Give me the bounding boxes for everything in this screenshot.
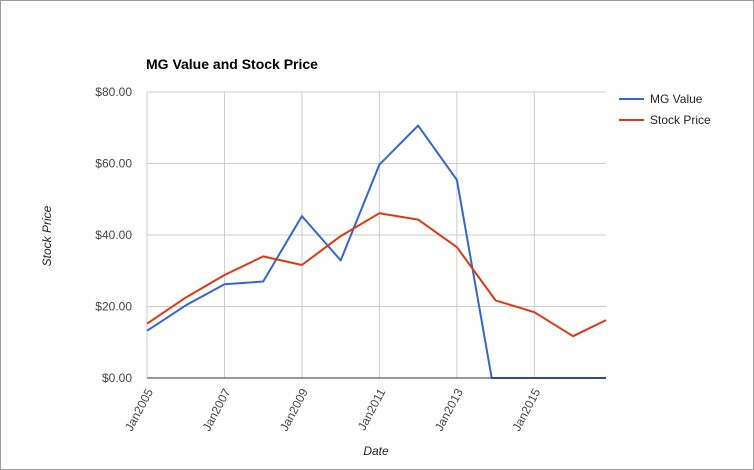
- y-axis-title: Stock Price: [40, 205, 54, 266]
- x-axis-ticks: Jan2005 Jan2007 Jan2009 Jan2011 Jan2013 Jan20…: [122, 386, 543, 434]
- x-tick-label: Jan2009: [277, 386, 311, 434]
- legend: MG Value Stock Price: [619, 92, 711, 127]
- series-lines: [146, 124, 607, 379]
- y-tick-label: $40.00: [95, 228, 132, 242]
- x-tick-label: Jan2007: [199, 386, 233, 434]
- legend-label: MG Value: [650, 92, 703, 106]
- y-axis-ticks: $0.00 $20.00 $40.00 $60.00 $80.00: [95, 85, 132, 385]
- x-tick-label: Jan2005: [122, 386, 156, 434]
- x-tick-label: Jan2013: [432, 386, 466, 434]
- y-tick-label: $60.00: [95, 157, 132, 171]
- chart-title: MG Value and Stock Price: [146, 56, 318, 72]
- y-tick-label: $80.00: [95, 85, 132, 99]
- x-tick-label: Jan2015: [509, 386, 543, 434]
- y-tick-label: $20.00: [95, 300, 132, 314]
- y-tick-label: $0.00: [102, 371, 132, 385]
- series-line-stock-price: [146, 212, 607, 338]
- series-line-mg-value: [146, 124, 606, 379]
- grid: [146, 91, 606, 378]
- legend-label: Stock Price: [650, 113, 711, 127]
- x-axis-title: Date: [363, 444, 389, 458]
- x-tick-label: Jan2011: [355, 386, 389, 433]
